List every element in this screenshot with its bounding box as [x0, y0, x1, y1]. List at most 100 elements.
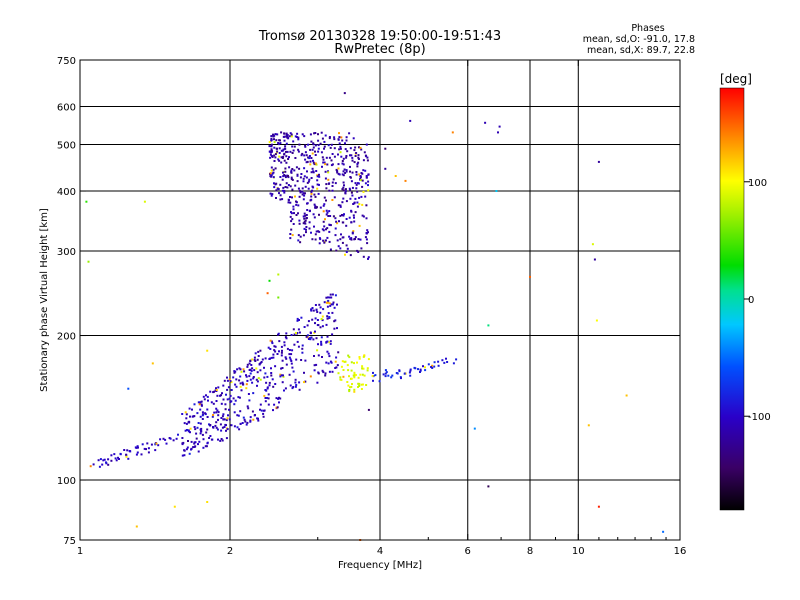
data-point [367, 173, 370, 176]
data-point [350, 237, 353, 240]
data-point [349, 165, 351, 168]
data-point [350, 191, 353, 194]
data-point [362, 355, 365, 358]
data-point [304, 380, 307, 383]
data-point [239, 385, 242, 388]
data-point [322, 158, 325, 161]
data-point [254, 352, 257, 355]
data-point [292, 140, 295, 143]
data-point [329, 304, 332, 307]
data-point [332, 215, 335, 218]
data-point [323, 145, 326, 148]
data-point [342, 174, 345, 177]
data-point [229, 401, 232, 403]
data-point [327, 144, 330, 147]
data-point [365, 176, 368, 179]
data-point [147, 451, 150, 454]
data-point [317, 192, 320, 195]
data-point [282, 148, 285, 151]
data-point [217, 411, 220, 414]
data-point [253, 414, 256, 417]
data-point [193, 415, 196, 418]
data-point [319, 142, 322, 145]
data-point [363, 151, 366, 154]
data-point [103, 458, 106, 461]
data-point [237, 414, 240, 417]
data-point [352, 214, 355, 217]
data-point [286, 186, 289, 189]
data-point [400, 377, 402, 380]
data-point [318, 230, 321, 233]
data-point [321, 156, 324, 159]
data-point [341, 214, 343, 216]
data-point [202, 395, 205, 398]
data-point [189, 415, 191, 418]
data-point [270, 367, 272, 370]
data-point [206, 349, 209, 352]
data-point [327, 178, 330, 181]
data-point [154, 443, 157, 446]
data-point [211, 415, 214, 418]
data-point [353, 202, 356, 205]
data-point [206, 428, 209, 431]
data-point [287, 137, 290, 140]
data-point [213, 411, 216, 414]
data-point [352, 137, 355, 140]
data-point [323, 241, 326, 244]
data-point [234, 383, 237, 386]
data-point [190, 440, 193, 443]
data-point [326, 315, 329, 318]
data-point [194, 428, 197, 431]
data-point [339, 204, 342, 207]
data-point [340, 365, 343, 368]
data-point [322, 204, 325, 207]
data-point [301, 344, 304, 347]
data-point [317, 133, 319, 136]
data-point [327, 170, 329, 173]
data-point [273, 182, 275, 185]
data-point [301, 187, 304, 190]
data-point [350, 180, 353, 183]
data-point [322, 210, 325, 213]
data-point [312, 170, 315, 173]
data-point [270, 374, 273, 377]
data-point [326, 317, 329, 320]
data-point [314, 205, 317, 208]
data-point [339, 376, 342, 379]
data-point [325, 296, 328, 299]
data-point [136, 451, 139, 454]
data-point [223, 418, 226, 421]
data-point [354, 211, 357, 214]
data-point [284, 186, 287, 188]
data-point [305, 226, 308, 228]
data-point [310, 171, 313, 174]
data-point [344, 148, 347, 151]
data-point [303, 212, 306, 215]
data-point [273, 186, 276, 189]
data-point [328, 156, 331, 159]
data-point [288, 373, 291, 376]
data-point [279, 183, 282, 186]
data-point [198, 440, 201, 443]
data-point [270, 356, 273, 359]
data-point [315, 163, 318, 166]
data-point [277, 333, 279, 336]
data-point [455, 358, 458, 361]
data-point [314, 322, 316, 325]
data-point [226, 398, 229, 401]
data-point [269, 192, 272, 195]
data-point [288, 156, 290, 159]
data-point [316, 311, 319, 313]
data-point [195, 432, 198, 435]
data-point [239, 375, 242, 378]
data-point [147, 447, 150, 450]
data-point [280, 156, 283, 159]
data-point [328, 136, 331, 138]
data-point [317, 343, 319, 346]
data-point [201, 418, 204, 420]
data-point [284, 167, 287, 170]
data-point [97, 459, 100, 462]
data-point [292, 386, 295, 388]
data-point [334, 182, 337, 185]
data-point [302, 180, 305, 183]
